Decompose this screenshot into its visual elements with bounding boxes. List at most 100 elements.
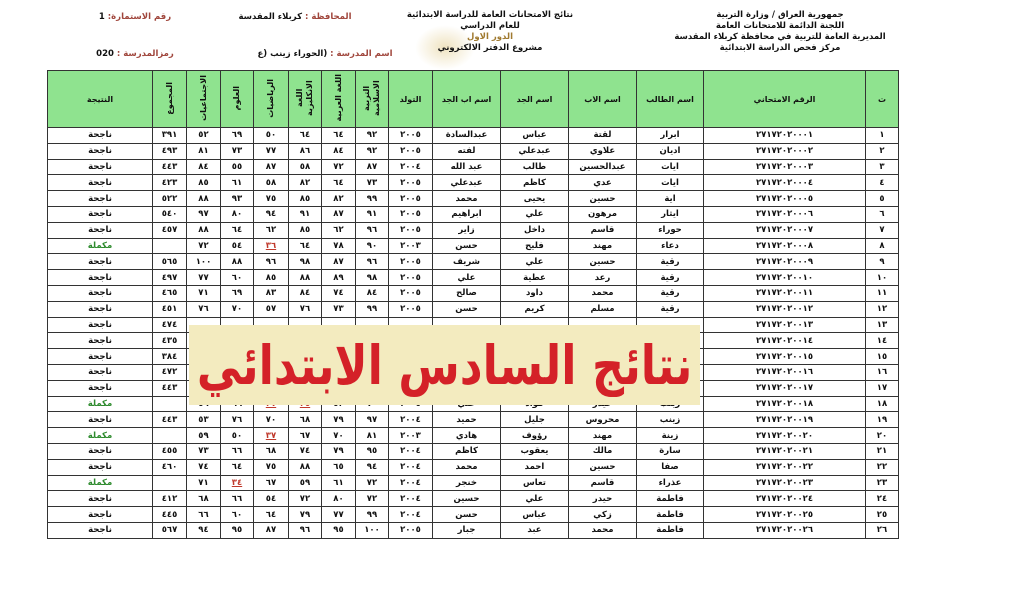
cell-value: ٧٩ bbox=[288, 506, 322, 523]
cell-value: ٦٧ bbox=[253, 474, 289, 492]
cell-value: ١٤ bbox=[865, 332, 899, 350]
cell-exam-number: ٢٧١٧٢٠٢٠٠٠٦ bbox=[703, 205, 866, 223]
cell-value: رؤوف bbox=[500, 427, 569, 444]
cell-value: ٨٧ bbox=[321, 253, 356, 271]
table-row: ٩ ٢٧١٧٢٠٢٠٠٠٩ رقية حسين علي شريف ٢٠٠٥ ٩٦ ٨٧ ٩٨ ٩٦ ٨… bbox=[47, 253, 899, 271]
cell-value: مهند bbox=[568, 427, 637, 444]
cell-value: ٢٠٠٥ bbox=[388, 127, 433, 144]
cell-value: ٩٢ bbox=[355, 127, 389, 144]
cell-value: ١٧ bbox=[865, 379, 899, 397]
cell-value: ٩٥ bbox=[355, 442, 389, 460]
cell-value: قاسم bbox=[568, 474, 637, 492]
cell-value: ٨٢ bbox=[321, 190, 356, 207]
column-header-label: العلوم bbox=[232, 85, 241, 111]
form-value: 1 bbox=[98, 12, 105, 22]
cell-value: ٨٨ bbox=[288, 458, 322, 476]
cell-value: عباس bbox=[500, 506, 569, 523]
cell-value: ٦٩ bbox=[220, 284, 254, 302]
column-header: الرياضيات bbox=[253, 70, 289, 128]
cell-exam-number: ٢٧١٧٢٠٢٠٠٠٥ bbox=[703, 190, 866, 207]
cell-exam-number: ٢٧١٧٢٠٢٠٠٠٢ bbox=[703, 142, 866, 160]
cell-value: ٦٤ bbox=[253, 506, 289, 523]
column-header: اللغة الانكليزية bbox=[288, 70, 322, 128]
cell-value: ٧٠ bbox=[220, 300, 254, 318]
column-header: الرقم الامتحاني bbox=[703, 70, 866, 128]
cell-value: هادي bbox=[432, 427, 501, 444]
cell-value: ٨٨ bbox=[186, 221, 221, 239]
cell-value: رقية bbox=[636, 253, 704, 271]
governorate: المحافظة : كربلاء المقدسة bbox=[235, 12, 355, 23]
cell-value: ٧٧ bbox=[321, 506, 356, 523]
table-row: ٢٦ ٢٧١٧٢٠٢٠٠٢٦ فاطمة محمد عبد جبار ٢٠٠٥ ١٠٠ ٩٥ ٩٦… bbox=[47, 521, 899, 539]
column-header: اسم اب الجد bbox=[432, 70, 501, 128]
cell-total: ٤٧٢ bbox=[152, 363, 187, 381]
cell-value: ٨٤ bbox=[186, 158, 221, 176]
cell-value: ٢١ bbox=[865, 442, 899, 460]
cell-exam-number: ٢٧١٧٢٠٢٠٠١٥ bbox=[703, 348, 866, 365]
cell-total: ٣٨٤ bbox=[152, 348, 187, 365]
school-value: (الحوراء زينب (ع bbox=[257, 49, 328, 59]
cell-result: ناجحة bbox=[47, 174, 153, 192]
cell-value: ٢٠٠٤ bbox=[388, 506, 433, 523]
cell-exam-number: ٢٧١٧٢٠٢٠٠١٩ bbox=[703, 411, 866, 429]
cell-value: ٦٥ bbox=[321, 458, 356, 476]
cell-total: ٤٥١ bbox=[152, 300, 187, 318]
cell-value: ٧٥ bbox=[253, 458, 289, 476]
table-row: ٢٥ ٢٧١٧٢٠٢٠٠٢٥ فاطمة زكي عباس حسن ٢٠٠٤ ٩٩ ٧٧ ٧٩ ٦٤… bbox=[47, 506, 899, 523]
cell-value: علي bbox=[500, 205, 569, 223]
cell-value: طالب bbox=[500, 158, 569, 176]
cell-exam-number: ٢٧١٧٢٠٢٠٠١٨ bbox=[703, 395, 866, 413]
cell-value: ٨٨ bbox=[186, 190, 221, 207]
cell-value: ٢٢ bbox=[865, 458, 899, 476]
cell-value: يعقوب bbox=[500, 442, 569, 460]
column-header-label: اللغة العربية bbox=[333, 74, 343, 122]
cell-value: داخل bbox=[500, 221, 569, 239]
cell-value: ١١ bbox=[865, 284, 899, 302]
cell-value: قاسم bbox=[568, 221, 637, 239]
column-header: التولد bbox=[388, 70, 433, 128]
cell-value: ٦٢ bbox=[321, 221, 356, 239]
table-row: ٢٣ ٢٧١٧٢٠٢٠٠٢٣ عذراء قاسم تعاس خنجر ٢٠٠٤ ٧٢ ٦١ ٥٩… bbox=[47, 474, 899, 492]
banner-text: نتائج السادس الابتدائي bbox=[196, 333, 693, 397]
cell-value: ٨٨ bbox=[220, 253, 254, 271]
cell-result: مكملة bbox=[47, 237, 153, 255]
school-name: اسم المدرسة : (الحوراء زينب (ع bbox=[240, 49, 410, 60]
cell-value: ٩٨ bbox=[355, 269, 389, 286]
cell-value: ٢٤ bbox=[865, 490, 899, 508]
cell-value: ٨٤ bbox=[321, 142, 356, 160]
cell-value: محروس bbox=[568, 411, 637, 429]
school-code-value: 020 bbox=[96, 49, 114, 59]
cell-value: عباس bbox=[500, 127, 569, 144]
cell-value: ٩٠ bbox=[355, 237, 389, 255]
cell-value: تعاس bbox=[500, 474, 569, 492]
cell-value: ٨٥ bbox=[186, 174, 221, 192]
cell-exam-number: ٢٧١٧٢٠٢٠٠٠٧ bbox=[703, 221, 866, 239]
cell-value: مهند bbox=[568, 237, 637, 255]
cell-value: ١٠ bbox=[865, 269, 899, 286]
cell-value: ١٩ bbox=[865, 411, 899, 429]
cell-value: ٧٠ bbox=[253, 411, 289, 429]
cell-value: ٣٦ bbox=[253, 237, 289, 255]
cell-value: ٦٤ bbox=[321, 127, 356, 144]
cell-value: ٣ bbox=[865, 158, 899, 176]
table-row: ٤ ٢٧١٧٢٠٢٠٠٠٤ ايات عدي كاظم عبدعلي ٢٠٠٥ ٧٣ ٦٤ ٨٢ ٥… bbox=[47, 174, 899, 192]
title-block: نتائج الامتحانات العامة للدراسة الابتدائ… bbox=[365, 10, 615, 54]
cell-value: ١٠٠ bbox=[186, 253, 221, 271]
cell-value: عدي bbox=[568, 174, 637, 192]
title-line: نتائج الامتحانات العامة للدراسة الابتدائ… bbox=[406, 10, 574, 20]
cell-exam-number: ٢٧١٧٢٠٢٠٠٢٠ bbox=[703, 427, 866, 444]
cell-value: ايات bbox=[636, 158, 704, 176]
cell-value: ٦٨ bbox=[288, 411, 322, 429]
cell-value: ٧٦ bbox=[220, 411, 254, 429]
cell-value: ٦٠ bbox=[220, 506, 254, 523]
ministry-line: جمهورية العراق / وزارة التربية bbox=[716, 10, 844, 20]
cell-value: ٧٤ bbox=[288, 442, 322, 460]
cell-value: ٨٠ bbox=[321, 490, 356, 508]
cell-value: ٩٧ bbox=[355, 411, 389, 429]
cell-result: ناجحة bbox=[47, 332, 153, 350]
cell-result: ناجحة bbox=[47, 442, 153, 460]
cell-value: ٩ bbox=[865, 253, 899, 271]
table-row: ٢٠ ٢٧١٧٢٠٢٠٠٢٠ زينة مهند رؤوف هادي ٢٠٠٣ ٨١ ٧٠ ٦٧ ٣… bbox=[47, 427, 899, 444]
school-code: رمزالمدرسة : 020 bbox=[80, 49, 190, 60]
column-header: المجموع bbox=[152, 70, 187, 128]
